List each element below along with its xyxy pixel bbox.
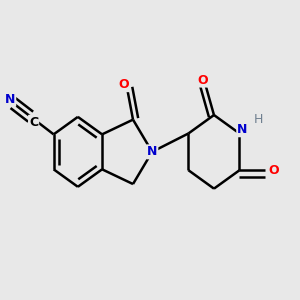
Text: C: C xyxy=(29,116,38,129)
Text: N: N xyxy=(147,145,157,158)
Text: O: O xyxy=(197,74,208,87)
Text: N: N xyxy=(237,123,248,136)
Text: O: O xyxy=(268,164,279,177)
Text: H: H xyxy=(254,113,263,126)
Text: N: N xyxy=(5,93,15,106)
Text: O: O xyxy=(119,78,130,91)
